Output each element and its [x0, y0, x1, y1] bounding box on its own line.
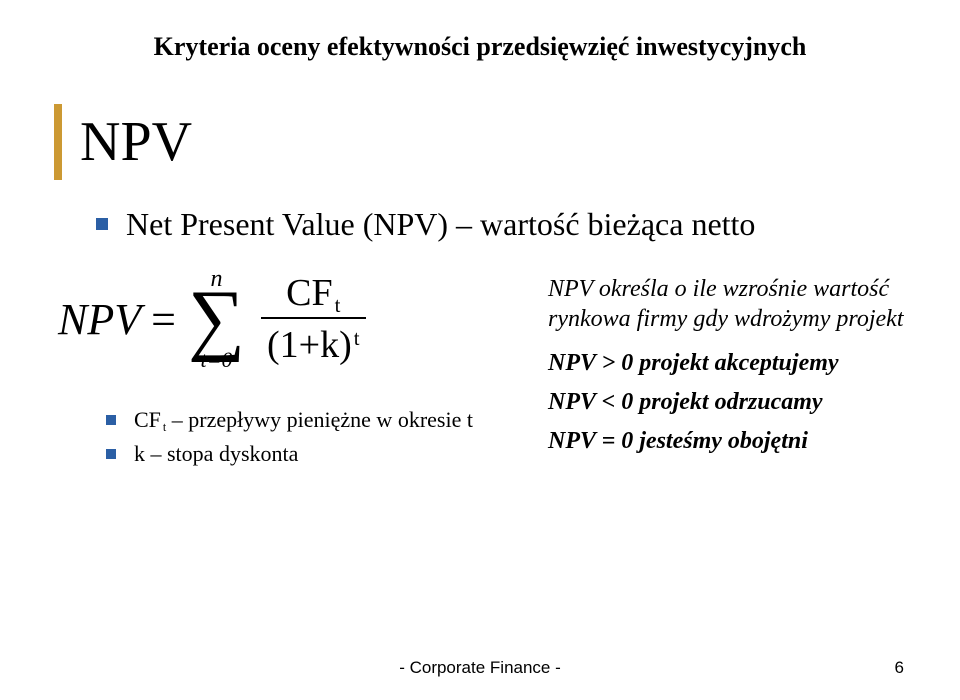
fraction-numerator: CFt [280, 271, 346, 317]
sub-bullet-text: CFt – przepływy pieniężne w okresie t [134, 407, 473, 433]
list-item: k – stopa dyskonta [106, 441, 548, 467]
left-column: NPV = n ∑ t=0 CFt (1+k)t [48, 266, 548, 488]
section-heading: NPV [54, 104, 912, 180]
content-columns: NPV = n ∑ t=0 CFt (1+k)t [48, 266, 912, 488]
sigma-symbol: ∑ [188, 287, 245, 351]
slide-title: Kryteria oceny efektywności przedsięwzię… [48, 32, 912, 62]
right-column: NPV określa o ile wzrośnie wartość rynko… [548, 266, 912, 488]
fraction: CFt (1+k)t [261, 271, 366, 367]
rule-reject: NPV < 0 projekt odrzucamy [548, 389, 912, 416]
main-bullet-text: Net Present Value (NPV) – wartość bieżąc… [126, 204, 755, 246]
npv-description: NPV określa o ile wzrośnie wartość rynko… [548, 274, 912, 334]
rule-accept: NPV > 0 projekt akceptujemy [548, 350, 912, 377]
slide: Kryteria oceny efektywności przedsięwzię… [0, 0, 960, 700]
formula-lhs: NPV [58, 294, 141, 345]
sigma-lower-limit: t=0 [200, 347, 232, 373]
bullet-square-icon [96, 218, 108, 230]
sigma-block: n ∑ t=0 [188, 266, 245, 373]
sub-bullet-text: k – stopa dyskonta [134, 441, 298, 467]
npv-formula: NPV = n ∑ t=0 CFt (1+k)t [58, 266, 548, 373]
accent-rule [54, 104, 62, 180]
bullet-square-icon [106, 415, 116, 425]
section-heading-text: NPV [80, 110, 192, 174]
main-bullet: Net Present Value (NPV) – wartość bieżąc… [96, 204, 912, 246]
bullet-square-icon [106, 449, 116, 459]
footer-text: - Corporate Finance - [0, 658, 960, 678]
fraction-denominator: (1+k)t [261, 319, 366, 367]
page-number: 6 [895, 658, 904, 678]
sub-bullets: CFt – przepływy pieniężne w okresie t k … [106, 407, 548, 468]
list-item: CFt – przepływy pieniężne w okresie t [106, 407, 548, 433]
formula-equals: = [151, 294, 176, 345]
rule-neutral: NPV = 0 jesteśmy obojętni [548, 428, 912, 455]
